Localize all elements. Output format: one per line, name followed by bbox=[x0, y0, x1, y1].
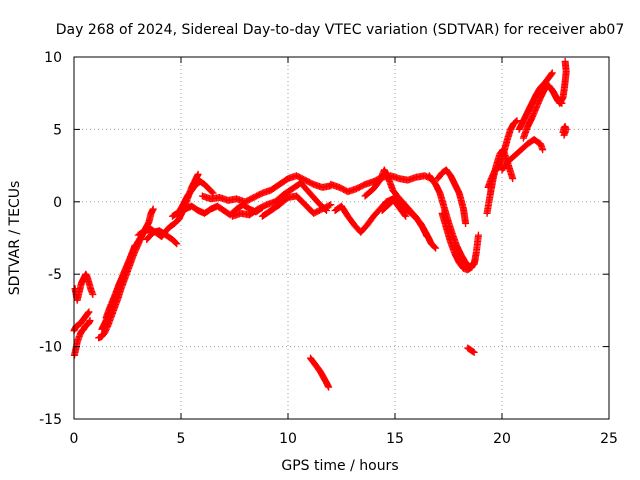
series-track-y-late-3 bbox=[498, 136, 547, 174]
axis-ticks bbox=[73, 56, 610, 420]
x-tick-label: 5 bbox=[177, 431, 186, 447]
series-track-f-rise-4 bbox=[102, 241, 139, 322]
series-track-l-mid-6 bbox=[228, 179, 331, 220]
y-tick-label: -15 bbox=[39, 412, 62, 428]
series-markers bbox=[198, 172, 335, 206]
series-markers bbox=[438, 209, 479, 274]
chart-title: Day 268 of 2024, Sidereal Day-to-day VTE… bbox=[56, 22, 625, 38]
series-markers bbox=[143, 227, 181, 248]
series-track-h-mid-2 bbox=[143, 227, 181, 248]
series-track-u-trough-3 bbox=[434, 166, 470, 228]
x-tick-label: 0 bbox=[70, 431, 79, 447]
series-track-a-early-upper bbox=[71, 270, 97, 304]
y-axis-title: SDTVAR / TECUs bbox=[7, 181, 23, 296]
series-track-m-mid-7 bbox=[258, 192, 335, 220]
series-track-x-late-2 bbox=[484, 117, 521, 191]
series-track-t-trough-2 bbox=[438, 209, 479, 274]
series-track-k-mid-5 bbox=[198, 172, 335, 206]
series-track-n-drop bbox=[306, 354, 333, 391]
x-tick-label: 25 bbox=[600, 431, 618, 447]
series-markers bbox=[258, 192, 335, 220]
y-tick-label: 5 bbox=[53, 122, 62, 138]
x-tick-label: 10 bbox=[279, 431, 297, 447]
series-markers bbox=[102, 241, 139, 322]
series-markers bbox=[228, 179, 331, 220]
series-markers bbox=[559, 123, 570, 139]
data-points bbox=[70, 57, 570, 391]
y-tick-label: 0 bbox=[53, 195, 62, 211]
series-track-r-mid-11 bbox=[378, 195, 440, 252]
y-tick-label: -10 bbox=[39, 340, 62, 356]
grid-lines bbox=[74, 57, 609, 419]
series-markers bbox=[434, 166, 470, 228]
series-markers bbox=[378, 195, 440, 252]
series-markers bbox=[484, 117, 521, 191]
x-tick-labels: 0 5 10 15 20 25 bbox=[70, 431, 618, 447]
series-markers bbox=[498, 136, 547, 174]
series-track-z-late-4 bbox=[515, 69, 556, 133]
x-axis-title: GPS time / hours bbox=[281, 458, 398, 474]
plot-frame bbox=[73, 56, 610, 420]
series-markers bbox=[547, 57, 570, 107]
series-track-v-lone bbox=[464, 344, 478, 356]
series-track-ab-late-6 bbox=[547, 57, 570, 107]
x-tick-label: 20 bbox=[493, 431, 511, 447]
series-track-ac-late-7 bbox=[559, 123, 570, 139]
series-markers bbox=[71, 270, 97, 304]
series-markers bbox=[306, 354, 333, 391]
y-tick-labels: -15 -10 -5 0 5 10 bbox=[39, 50, 62, 428]
series-markers bbox=[168, 178, 217, 220]
y-tick-label: -5 bbox=[48, 267, 62, 283]
series-markers bbox=[464, 344, 478, 356]
y-tick-label: 10 bbox=[44, 50, 62, 66]
series-markers bbox=[515, 69, 556, 133]
series-track-i-mid-3 bbox=[168, 178, 217, 220]
x-tick-label: 15 bbox=[386, 431, 404, 447]
